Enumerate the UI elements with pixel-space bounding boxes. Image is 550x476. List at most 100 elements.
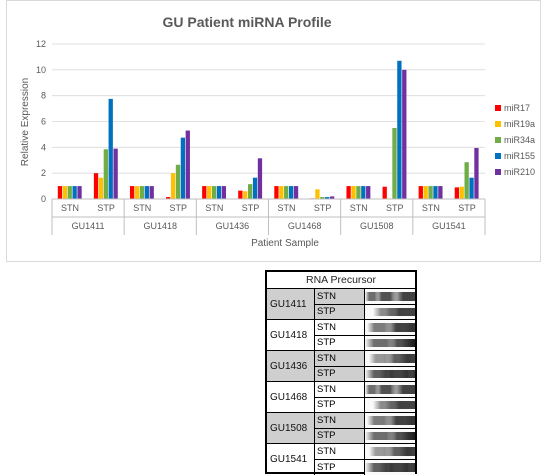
condition-cell: STP xyxy=(315,304,365,319)
table-group: GU1541 STN STP xyxy=(267,444,415,475)
table-row: STP xyxy=(315,366,415,381)
patient-id: GU1436 xyxy=(267,351,315,381)
gel-band xyxy=(369,447,391,456)
condition-cell: STN xyxy=(315,382,365,397)
gel-blot-image xyxy=(365,444,415,459)
bar-miR210 xyxy=(438,186,443,199)
bar-miR155 xyxy=(397,60,402,199)
bar-miR34a xyxy=(284,186,289,199)
legend-label: miR17 xyxy=(504,103,530,113)
bar-miR210 xyxy=(329,196,335,199)
table-row: STN xyxy=(315,320,415,336)
patient-label: GU1418 xyxy=(143,221,177,231)
patient-id: GU1468 xyxy=(267,382,315,412)
gel-band xyxy=(399,447,415,456)
table-row: STN xyxy=(315,289,415,305)
gel-band xyxy=(391,385,415,394)
condition-label: STN xyxy=(278,203,296,213)
bar-miR155 xyxy=(433,186,438,199)
gel-band xyxy=(365,385,379,394)
gel-band xyxy=(399,354,415,363)
bar-miR155 xyxy=(252,177,258,199)
condition-cell: STP xyxy=(315,366,365,381)
gel-blot-image xyxy=(365,289,415,304)
condition-cell: STP xyxy=(315,428,365,443)
condition-cell: STP xyxy=(315,460,365,475)
grid-lines xyxy=(52,43,485,174)
bar-miR17 xyxy=(454,187,460,199)
legend: miR17 miR19a miR34a miR155 miR210 xyxy=(495,103,535,177)
gel-blot-image xyxy=(365,397,415,412)
bar-miR34a xyxy=(392,127,397,199)
bar-miR19a xyxy=(315,189,320,199)
condition-label: STN xyxy=(350,203,368,213)
bar-miR155 xyxy=(144,186,149,199)
bar-miR17 xyxy=(202,186,207,199)
gel-band xyxy=(379,369,415,378)
table-row: STN xyxy=(315,382,415,398)
bar-miR210 xyxy=(149,186,154,199)
condition-cell: STN xyxy=(315,351,365,366)
gel-blot-image xyxy=(365,428,415,443)
bar-miR210 xyxy=(221,186,227,199)
bar-miR210 xyxy=(293,186,299,199)
bar-miR17 xyxy=(382,186,387,199)
gel-band xyxy=(365,338,395,347)
gel-band xyxy=(383,323,415,332)
gel-band xyxy=(403,307,415,316)
gel-band xyxy=(385,431,415,440)
bar-miR210 xyxy=(185,130,190,199)
table-row: STP xyxy=(315,428,415,443)
gel-blot-image xyxy=(365,366,415,381)
bar-miR155 xyxy=(325,197,330,199)
condition-label: STP xyxy=(458,203,476,213)
bar-miR155 xyxy=(72,186,77,199)
condition-label: STP xyxy=(170,203,188,213)
legend-label: miR210 xyxy=(504,167,535,177)
gel-band xyxy=(405,416,415,425)
condition-cell: STP xyxy=(315,335,365,350)
bar-miR34a xyxy=(139,186,145,199)
bar-miR155 xyxy=(108,98,113,199)
gel-band xyxy=(405,323,415,332)
chart-svg: GU Patient miRNA Profile 0 2 4 6 8 10 12 GU141… xyxy=(20,14,535,249)
table-group: GU1418 STN STP xyxy=(267,320,415,351)
patient-label: GU1541 xyxy=(432,221,466,231)
bar-miR34a xyxy=(428,186,433,199)
x-axis: GU1411 STN STP GU1418 STN STP GU1436 STN STP GU14… xyxy=(51,198,486,235)
bar-miR19a xyxy=(207,186,212,199)
gel-band xyxy=(365,431,395,440)
bar-miR34a xyxy=(356,186,361,199)
bar-miR19a xyxy=(134,186,140,199)
y-tick-label: 0 xyxy=(41,194,46,204)
bar-miR155 xyxy=(288,186,294,199)
bar-miR19a xyxy=(62,186,67,199)
bar-miR155 xyxy=(180,137,186,199)
gel-band xyxy=(403,400,415,409)
gel-blot-image xyxy=(365,460,415,475)
rna-table-title: RNA Precursor xyxy=(267,272,415,289)
y-axis-title: Relative Expression xyxy=(20,78,31,166)
bar-miR34a xyxy=(67,186,72,199)
bar-miR17 xyxy=(93,173,99,199)
bar-miR34a xyxy=(103,149,108,199)
condition-label: STP xyxy=(97,203,115,213)
table-row: STN xyxy=(315,444,415,460)
gel-band xyxy=(379,463,415,472)
patient-label: GU1468 xyxy=(288,221,322,231)
bar-miR210 xyxy=(113,148,118,199)
table-group: GU1468 STN STP xyxy=(267,382,415,413)
bar-miR17 xyxy=(418,186,423,199)
table-row: STP xyxy=(315,304,415,319)
bar-miR19a xyxy=(98,177,104,199)
bar-miR34a xyxy=(211,186,217,199)
bar-miR210 xyxy=(77,186,82,199)
y-tick-label: 6 xyxy=(41,117,46,127)
y-tick-label: 8 xyxy=(41,91,46,101)
legend-label: miR34a xyxy=(504,135,535,145)
condition-cell: STP xyxy=(315,397,365,412)
patient-id: GU1541 xyxy=(267,444,315,475)
bar-miR19a xyxy=(351,186,356,199)
rna-precursor-table: RNA Precursor GU1411 STN STP GU1418 STN STP GU… xyxy=(265,270,417,475)
table-row: STN xyxy=(315,351,415,367)
